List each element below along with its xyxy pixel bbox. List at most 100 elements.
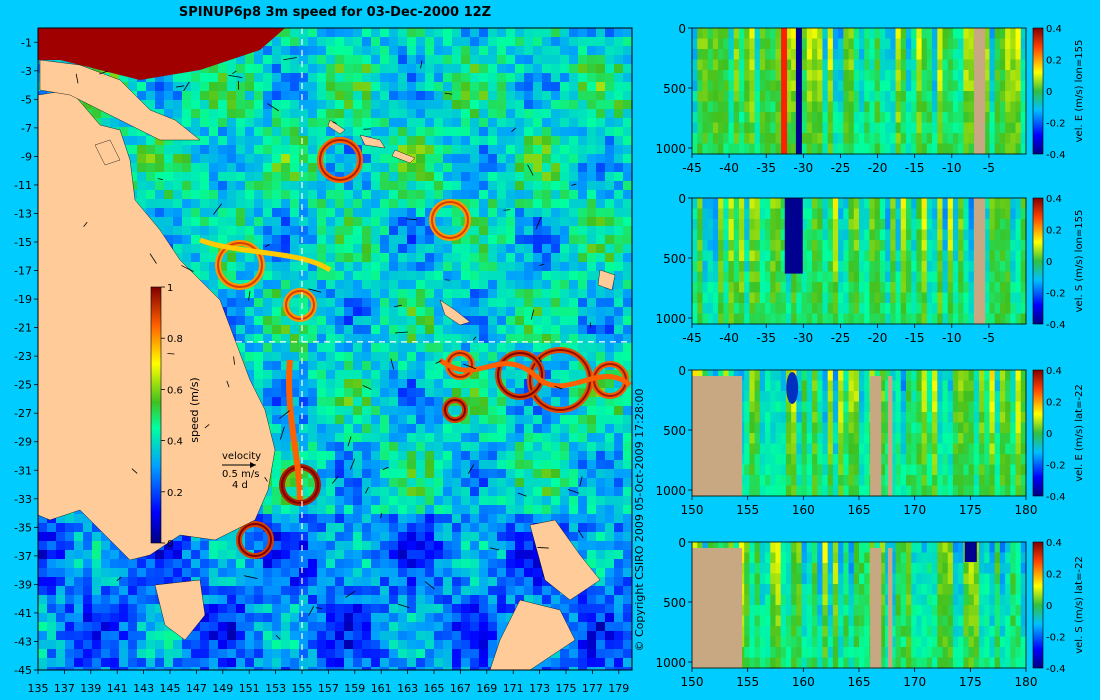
speed-cell <box>362 649 371 658</box>
speed-cell <box>542 586 551 595</box>
speed-cell <box>623 208 632 217</box>
speed-cell <box>191 244 200 253</box>
speed-cell <box>623 28 632 37</box>
speed-cell <box>299 541 308 550</box>
speed-cell <box>407 172 416 181</box>
speed-cell <box>317 397 326 406</box>
speed-cell <box>425 199 434 208</box>
speed-cell <box>569 100 578 109</box>
speed-cell <box>308 640 317 649</box>
speed-cell <box>182 145 191 154</box>
eddy-core <box>444 399 466 421</box>
speed-cell <box>605 424 614 433</box>
speed-cell <box>326 37 335 46</box>
speed-cell <box>47 640 56 649</box>
speed-cell <box>236 199 245 208</box>
speed-cell <box>173 172 182 181</box>
speed-cell <box>551 415 560 424</box>
speed-cell <box>227 658 236 667</box>
speed-cell <box>542 406 551 415</box>
speed-cell <box>488 163 497 172</box>
speed-cell <box>434 91 443 100</box>
speed-cell <box>362 163 371 172</box>
speed-cell <box>416 586 425 595</box>
speed-cell <box>353 487 362 496</box>
speed-cell <box>398 406 407 415</box>
speed-cell <box>281 136 290 145</box>
speed-cell <box>452 208 461 217</box>
speed-cell <box>506 235 515 244</box>
speed-cell <box>614 280 623 289</box>
speed-cell <box>569 226 578 235</box>
speed-cell <box>362 172 371 181</box>
speed-cell <box>515 316 524 325</box>
speed-cell <box>380 424 389 433</box>
speed-cell <box>515 289 524 298</box>
velocity-arrow <box>538 357 542 363</box>
speed-cell <box>227 235 236 244</box>
speed-cell <box>362 631 371 640</box>
speed-cell <box>497 82 506 91</box>
speed-cell <box>587 478 596 487</box>
speed-cell <box>416 478 425 487</box>
speed-cell <box>389 550 398 559</box>
map-x-tick-label: 135 <box>28 682 49 695</box>
speed-cell <box>524 235 533 244</box>
speed-cell <box>569 190 578 199</box>
speed-cell <box>416 496 425 505</box>
speed-cell <box>497 622 506 631</box>
speed-cell <box>380 433 389 442</box>
speed-cell <box>65 667 74 670</box>
speed-cell <box>272 307 281 316</box>
speed-cell <box>479 631 488 640</box>
speed-cell <box>470 415 479 424</box>
speed-cell <box>191 73 200 82</box>
speed-cell <box>137 145 146 154</box>
speed-cell <box>182 190 191 199</box>
speed-cell <box>254 199 263 208</box>
speed-cell <box>254 649 263 658</box>
speed-cell <box>524 64 533 73</box>
speed-cell <box>263 613 272 622</box>
speed-cell <box>92 568 101 577</box>
speed-cell <box>173 154 182 163</box>
speed-cell <box>488 352 497 361</box>
speed-cell <box>461 658 470 667</box>
speed-cell <box>380 217 389 226</box>
speed-cell <box>416 154 425 163</box>
speed-cell <box>299 370 308 379</box>
speed-cell <box>461 37 470 46</box>
speed-cell <box>362 280 371 289</box>
speed-cell <box>389 280 398 289</box>
speed-cell <box>344 190 353 199</box>
speed-cell <box>605 397 614 406</box>
speed-cell <box>209 172 218 181</box>
speed-cell <box>398 487 407 496</box>
speed-cell <box>317 406 326 415</box>
speed-cell <box>155 136 164 145</box>
speed-cell <box>218 199 227 208</box>
speed-cell <box>542 64 551 73</box>
speed-cell <box>569 46 578 55</box>
speed-cell <box>380 559 389 568</box>
speed-cell <box>245 181 254 190</box>
speed-cell <box>317 109 326 118</box>
speed-cell <box>434 460 443 469</box>
speed-cell <box>281 280 290 289</box>
speed-cell <box>362 145 371 154</box>
speed-cell <box>299 667 308 670</box>
speed-cell <box>245 91 254 100</box>
speed-cell <box>38 658 47 667</box>
speed-cell <box>443 28 452 37</box>
speed-cell <box>191 631 200 640</box>
speed-cell <box>479 523 488 532</box>
speed-cell <box>605 199 614 208</box>
speed-cell <box>407 334 416 343</box>
speed-cell <box>263 307 272 316</box>
speed-cell <box>542 487 551 496</box>
speed-cell <box>452 55 461 64</box>
speed-cell <box>389 316 398 325</box>
speed-cell <box>425 208 434 217</box>
speed-cell <box>353 28 362 37</box>
speed-cell <box>281 271 290 280</box>
